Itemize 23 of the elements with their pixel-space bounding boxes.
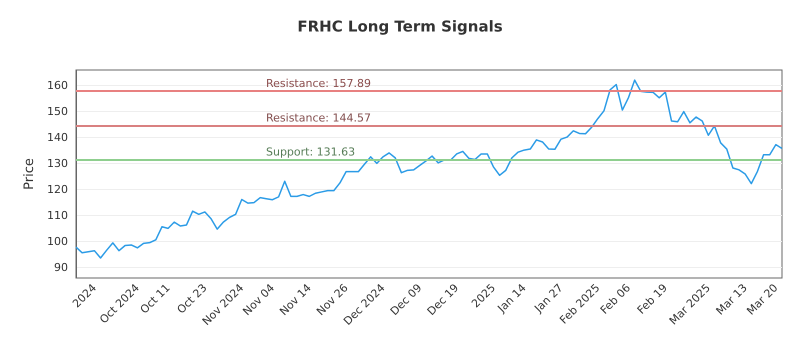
chart-title: FRHC Long Term Signals <box>297 18 503 36</box>
x-tick-label: Feb 06 <box>598 281 634 317</box>
x-tick-label: Feb 19 <box>634 281 670 317</box>
x-tick-label: Oct 23 <box>174 281 210 316</box>
y-tick-label: 120 <box>47 183 68 196</box>
x-tick-label: Dec 19 <box>424 281 462 318</box>
y-tick-label: 150 <box>47 105 68 118</box>
ref-line-label: Resistance: 144.57 <box>266 112 371 125</box>
line-series <box>75 79 783 259</box>
y-tick-label: 90 <box>54 261 68 274</box>
y-tick-label: 160 <box>47 79 68 92</box>
y-axis-title: Price <box>22 158 37 190</box>
x-tick-label: Jan 14 <box>494 281 529 316</box>
y-tick-label: 140 <box>47 131 68 144</box>
x-tick-label: Oct 11 <box>138 281 173 316</box>
x-tick-label: Nov 14 <box>277 281 314 318</box>
y-tick-label: 130 <box>47 157 68 170</box>
ref-line-label: Resistance: 157.89 <box>266 77 371 90</box>
ref-line-label: Support: 131.63 <box>266 145 356 158</box>
y-tick-label: 110 <box>47 209 68 222</box>
y-tick-label: 100 <box>47 235 68 248</box>
x-tick-label: Jan 27 <box>531 281 566 316</box>
x-tick-label: Dec 09 <box>388 281 424 318</box>
